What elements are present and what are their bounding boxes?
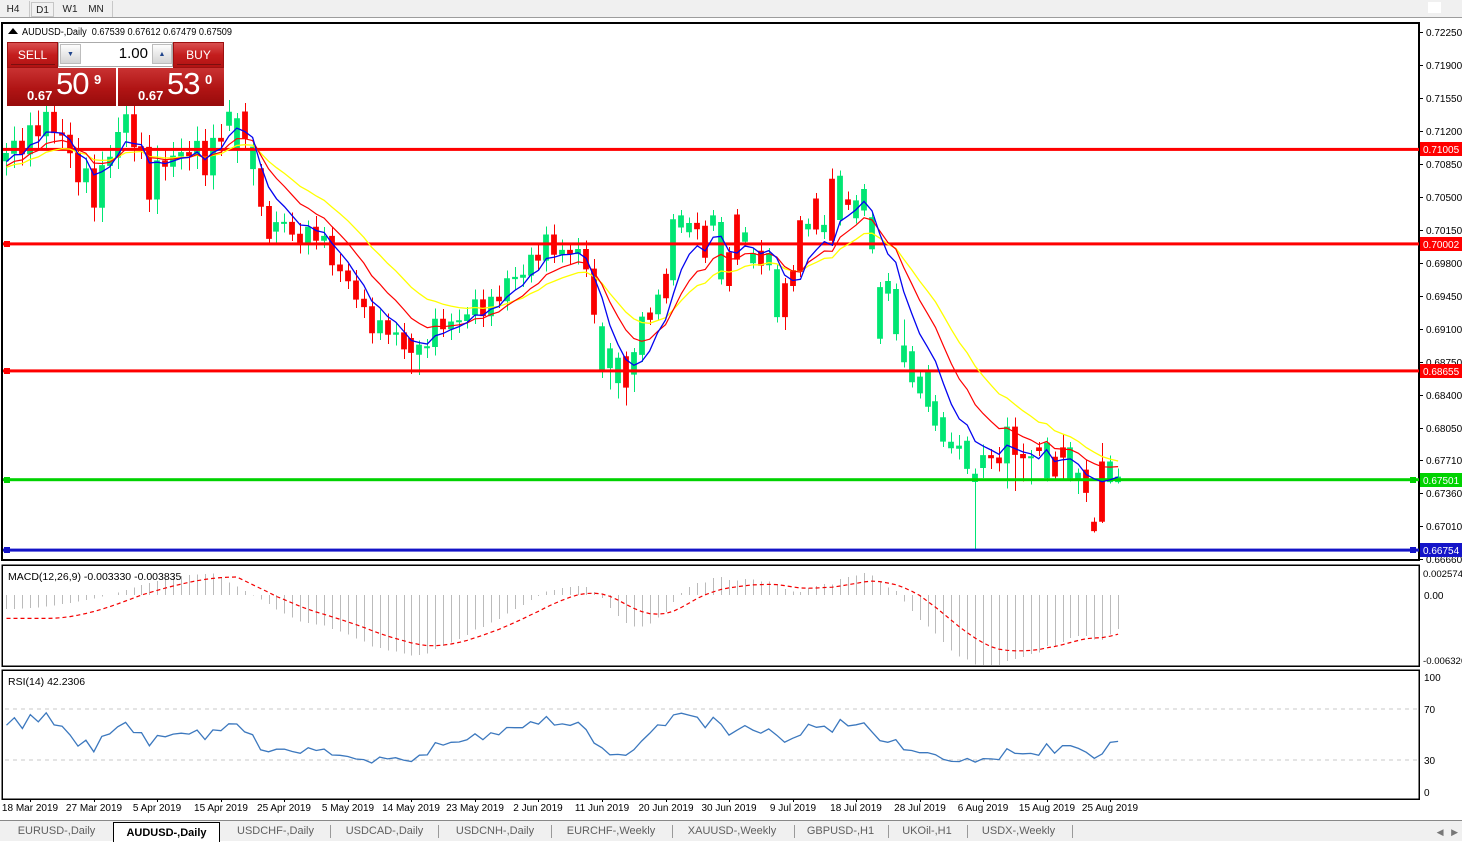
svg-text:23 May 2019: 23 May 2019	[446, 803, 504, 814]
svg-text:RSI(14) 42.2306: RSI(14) 42.2306	[8, 676, 85, 688]
svg-text:0.69800: 0.69800	[1426, 259, 1462, 270]
svg-text:MACD(12,26,9) -0.003330 -0.003: MACD(12,26,9) -0.003330 -0.003835	[8, 571, 182, 583]
svg-text:27 Mar 2019: 27 Mar 2019	[66, 803, 123, 814]
svg-text:0.71200: 0.71200	[1426, 127, 1462, 138]
svg-text:0.68655: 0.68655	[1423, 367, 1460, 378]
svg-text:0.69100: 0.69100	[1426, 325, 1462, 336]
svg-text:0.69450: 0.69450	[1426, 292, 1462, 303]
svg-text:0.71900: 0.71900	[1426, 61, 1462, 72]
svg-text:25 Apr 2019: 25 Apr 2019	[257, 803, 311, 814]
svg-text:0.70150: 0.70150	[1426, 226, 1462, 237]
svg-text:14 May 2019: 14 May 2019	[382, 803, 440, 814]
svg-text:15 Aug 2019: 15 Aug 2019	[1019, 803, 1076, 814]
svg-text:28 Jul 2019: 28 Jul 2019	[894, 803, 946, 814]
svg-text:15 Apr 2019: 15 Apr 2019	[194, 803, 248, 814]
svg-text:5 Apr 2019: 5 Apr 2019	[133, 803, 182, 814]
svg-text:0.67360: 0.67360	[1426, 489, 1462, 500]
svg-text:0.70850: 0.70850	[1426, 160, 1462, 171]
svg-text:-0.006326: -0.006326	[1423, 656, 1462, 667]
svg-text:100: 100	[1424, 673, 1441, 684]
svg-text:30 Jun 2019: 30 Jun 2019	[701, 803, 756, 814]
svg-text:0.72250: 0.72250	[1426, 28, 1462, 39]
svg-text:0.71005: 0.71005	[1423, 145, 1460, 156]
svg-text:0.67010: 0.67010	[1426, 522, 1462, 533]
svg-text:18 Mar 2019: 18 Mar 2019	[2, 803, 59, 814]
svg-text:0.002574: 0.002574	[1423, 569, 1462, 580]
svg-text:AUDUSD-,Daily 0.67539 0.67612: AUDUSD-,Daily 0.67539 0.67612 0.67479 0.…	[22, 27, 232, 38]
svg-text:0.70500: 0.70500	[1426, 193, 1462, 204]
svg-text:0.68400: 0.68400	[1426, 391, 1462, 402]
svg-text:30: 30	[1424, 756, 1436, 767]
svg-text:2 Jun 2019: 2 Jun 2019	[513, 803, 563, 814]
svg-text:0.68750: 0.68750	[1426, 358, 1462, 369]
svg-text:0.68050: 0.68050	[1426, 424, 1462, 435]
svg-text:0.67710: 0.67710	[1426, 456, 1462, 467]
svg-text:0.00: 0.00	[1424, 591, 1444, 602]
svg-text:18 Jul 2019: 18 Jul 2019	[830, 803, 882, 814]
svg-text:0.67501: 0.67501	[1423, 476, 1460, 487]
svg-text:20 Jun 2019: 20 Jun 2019	[638, 803, 693, 814]
svg-text:9 Jul 2019: 9 Jul 2019	[770, 803, 817, 814]
svg-text:0.71550: 0.71550	[1426, 94, 1462, 105]
svg-text:0.66660: 0.66660	[1426, 555, 1462, 566]
svg-text:11 Jun 2019: 11 Jun 2019	[575, 803, 630, 814]
svg-text:25 Aug 2019: 25 Aug 2019	[1082, 803, 1139, 814]
svg-text:6 Aug 2019: 6 Aug 2019	[958, 803, 1009, 814]
svg-text:0.70002: 0.70002	[1423, 240, 1460, 251]
svg-text:70: 70	[1424, 705, 1436, 716]
svg-text:5 May 2019: 5 May 2019	[322, 803, 375, 814]
svg-text:0: 0	[1424, 788, 1430, 799]
svg-text:0.66754: 0.66754	[1423, 546, 1460, 557]
